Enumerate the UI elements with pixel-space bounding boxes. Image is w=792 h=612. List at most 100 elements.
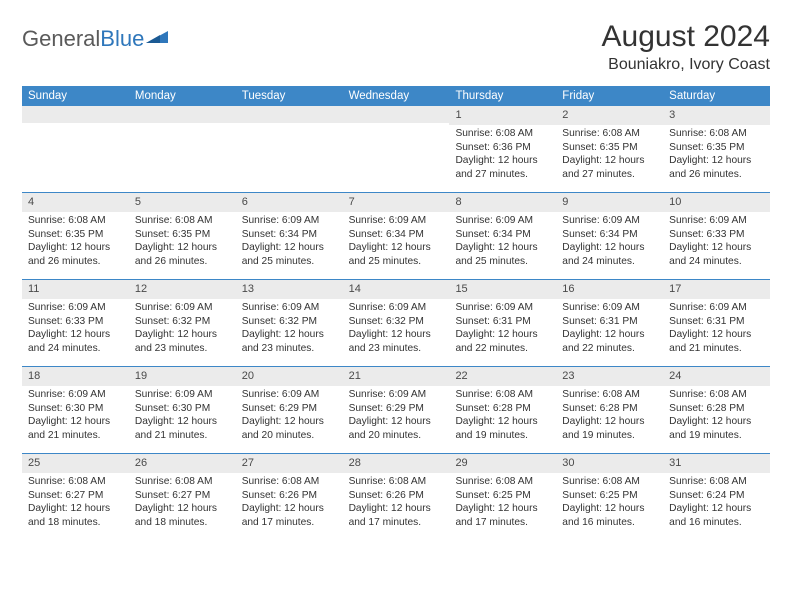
calendar-cell: 11Sunrise: 6:09 AMSunset: 6:33 PMDayligh…	[22, 280, 129, 366]
sunset-line: Sunset: 6:25 PM	[562, 489, 657, 503]
sunset-line: Sunset: 6:33 PM	[669, 228, 764, 242]
calendar-cell: 30Sunrise: 6:08 AMSunset: 6:25 PMDayligh…	[556, 454, 663, 540]
calendar-cell: 20Sunrise: 6:09 AMSunset: 6:29 PMDayligh…	[236, 367, 343, 453]
logo: GeneralBlue	[22, 26, 170, 52]
sunset-line: Sunset: 6:28 PM	[562, 402, 657, 416]
daylight-line-2: and 19 minutes.	[562, 429, 657, 443]
day-number: 30	[556, 454, 663, 473]
day-number: 12	[129, 280, 236, 299]
sunrise-line: Sunrise: 6:09 AM	[669, 301, 764, 315]
daylight-line-2: and 18 minutes.	[28, 516, 123, 530]
logo-text-gray: General	[22, 26, 100, 52]
calendar-cell: 13Sunrise: 6:09 AMSunset: 6:32 PMDayligh…	[236, 280, 343, 366]
calendar-cell	[343, 106, 450, 192]
day-label-saturday: Saturday	[663, 86, 770, 106]
calendar-cell: 8Sunrise: 6:09 AMSunset: 6:34 PMDaylight…	[449, 193, 556, 279]
daylight-line-2: and 23 minutes.	[349, 342, 444, 356]
day-body: Sunrise: 6:09 AMSunset: 6:29 PMDaylight:…	[343, 386, 450, 447]
day-body: Sunrise: 6:09 AMSunset: 6:34 PMDaylight:…	[343, 212, 450, 273]
day-number: 10	[663, 193, 770, 212]
day-number: 1	[449, 106, 556, 125]
daylight-line-1: Daylight: 12 hours	[669, 241, 764, 255]
daylight-line-1: Daylight: 12 hours	[349, 241, 444, 255]
sunset-line: Sunset: 6:29 PM	[349, 402, 444, 416]
daylight-line-2: and 24 minutes.	[562, 255, 657, 269]
daylight-line-2: and 25 minutes.	[242, 255, 337, 269]
day-number: 20	[236, 367, 343, 386]
calendar-cell: 5Sunrise: 6:08 AMSunset: 6:35 PMDaylight…	[129, 193, 236, 279]
day-body: Sunrise: 6:09 AMSunset: 6:30 PMDaylight:…	[22, 386, 129, 447]
sunrise-line: Sunrise: 6:08 AM	[135, 475, 230, 489]
daylight-line-2: and 17 minutes.	[349, 516, 444, 530]
daylight-line-1: Daylight: 12 hours	[349, 415, 444, 429]
day-body: Sunrise: 6:08 AMSunset: 6:24 PMDaylight:…	[663, 473, 770, 534]
calendar-header-row: Sunday Monday Tuesday Wednesday Thursday…	[22, 86, 770, 106]
sunrise-line: Sunrise: 6:08 AM	[135, 214, 230, 228]
sunrise-line: Sunrise: 6:09 AM	[135, 388, 230, 402]
daylight-line-2: and 20 minutes.	[242, 429, 337, 443]
day-body: Sunrise: 6:09 AMSunset: 6:29 PMDaylight:…	[236, 386, 343, 447]
sunrise-line: Sunrise: 6:08 AM	[28, 475, 123, 489]
day-label-thursday: Thursday	[449, 86, 556, 106]
day-body: Sunrise: 6:08 AMSunset: 6:36 PMDaylight:…	[449, 125, 556, 186]
daylight-line-1: Daylight: 12 hours	[242, 328, 337, 342]
day-body: Sunrise: 6:08 AMSunset: 6:25 PMDaylight:…	[556, 473, 663, 534]
sunset-line: Sunset: 6:26 PM	[349, 489, 444, 503]
day-body: Sunrise: 6:08 AMSunset: 6:35 PMDaylight:…	[556, 125, 663, 186]
daylight-line-2: and 23 minutes.	[135, 342, 230, 356]
sunrise-line: Sunrise: 6:09 AM	[669, 214, 764, 228]
sunset-line: Sunset: 6:32 PM	[349, 315, 444, 329]
daylight-line-1: Daylight: 12 hours	[28, 502, 123, 516]
empty-day-number	[236, 106, 343, 123]
day-number: 23	[556, 367, 663, 386]
sunrise-line: Sunrise: 6:08 AM	[455, 127, 550, 141]
daylight-line-2: and 16 minutes.	[562, 516, 657, 530]
sunset-line: Sunset: 6:34 PM	[562, 228, 657, 242]
sunrise-line: Sunrise: 6:08 AM	[669, 127, 764, 141]
sunrise-line: Sunrise: 6:09 AM	[28, 301, 123, 315]
day-number: 21	[343, 367, 450, 386]
daylight-line-1: Daylight: 12 hours	[455, 154, 550, 168]
day-body: Sunrise: 6:09 AMSunset: 6:34 PMDaylight:…	[556, 212, 663, 273]
daylight-line-1: Daylight: 12 hours	[562, 415, 657, 429]
calendar-cell: 23Sunrise: 6:08 AMSunset: 6:28 PMDayligh…	[556, 367, 663, 453]
sunrise-line: Sunrise: 6:09 AM	[28, 388, 123, 402]
daylight-line-2: and 17 minutes.	[242, 516, 337, 530]
daylight-line-1: Daylight: 12 hours	[349, 328, 444, 342]
day-label-monday: Monday	[129, 86, 236, 106]
daylight-line-2: and 22 minutes.	[455, 342, 550, 356]
daylight-line-1: Daylight: 12 hours	[455, 241, 550, 255]
day-number: 17	[663, 280, 770, 299]
calendar-cell: 27Sunrise: 6:08 AMSunset: 6:26 PMDayligh…	[236, 454, 343, 540]
sunrise-line: Sunrise: 6:08 AM	[455, 475, 550, 489]
daylight-line-1: Daylight: 12 hours	[28, 328, 123, 342]
daylight-line-1: Daylight: 12 hours	[562, 241, 657, 255]
sunset-line: Sunset: 6:32 PM	[242, 315, 337, 329]
day-body: Sunrise: 6:08 AMSunset: 6:27 PMDaylight:…	[22, 473, 129, 534]
daylight-line-1: Daylight: 12 hours	[242, 241, 337, 255]
sunset-line: Sunset: 6:29 PM	[242, 402, 337, 416]
daylight-line-1: Daylight: 12 hours	[135, 241, 230, 255]
calendar-cell: 19Sunrise: 6:09 AMSunset: 6:30 PMDayligh…	[129, 367, 236, 453]
calendar-cell: 10Sunrise: 6:09 AMSunset: 6:33 PMDayligh…	[663, 193, 770, 279]
day-body: Sunrise: 6:09 AMSunset: 6:31 PMDaylight:…	[663, 299, 770, 360]
daylight-line-2: and 25 minutes.	[349, 255, 444, 269]
day-body: Sunrise: 6:08 AMSunset: 6:28 PMDaylight:…	[556, 386, 663, 447]
daylight-line-1: Daylight: 12 hours	[242, 502, 337, 516]
daylight-line-1: Daylight: 12 hours	[669, 328, 764, 342]
day-body: Sunrise: 6:08 AMSunset: 6:35 PMDaylight:…	[663, 125, 770, 186]
day-number: 27	[236, 454, 343, 473]
sunrise-line: Sunrise: 6:08 AM	[28, 214, 123, 228]
daylight-line-2: and 27 minutes.	[455, 168, 550, 182]
calendar-cell: 28Sunrise: 6:08 AMSunset: 6:26 PMDayligh…	[343, 454, 450, 540]
daylight-line-2: and 26 minutes.	[28, 255, 123, 269]
day-label-friday: Friday	[556, 86, 663, 106]
sunrise-line: Sunrise: 6:09 AM	[349, 388, 444, 402]
sunset-line: Sunset: 6:28 PM	[455, 402, 550, 416]
calendar-cell: 15Sunrise: 6:09 AMSunset: 6:31 PMDayligh…	[449, 280, 556, 366]
day-label-sunday: Sunday	[22, 86, 129, 106]
day-body: Sunrise: 6:09 AMSunset: 6:31 PMDaylight:…	[556, 299, 663, 360]
day-body: Sunrise: 6:09 AMSunset: 6:33 PMDaylight:…	[663, 212, 770, 273]
sunset-line: Sunset: 6:27 PM	[135, 489, 230, 503]
day-body: Sunrise: 6:09 AMSunset: 6:32 PMDaylight:…	[343, 299, 450, 360]
